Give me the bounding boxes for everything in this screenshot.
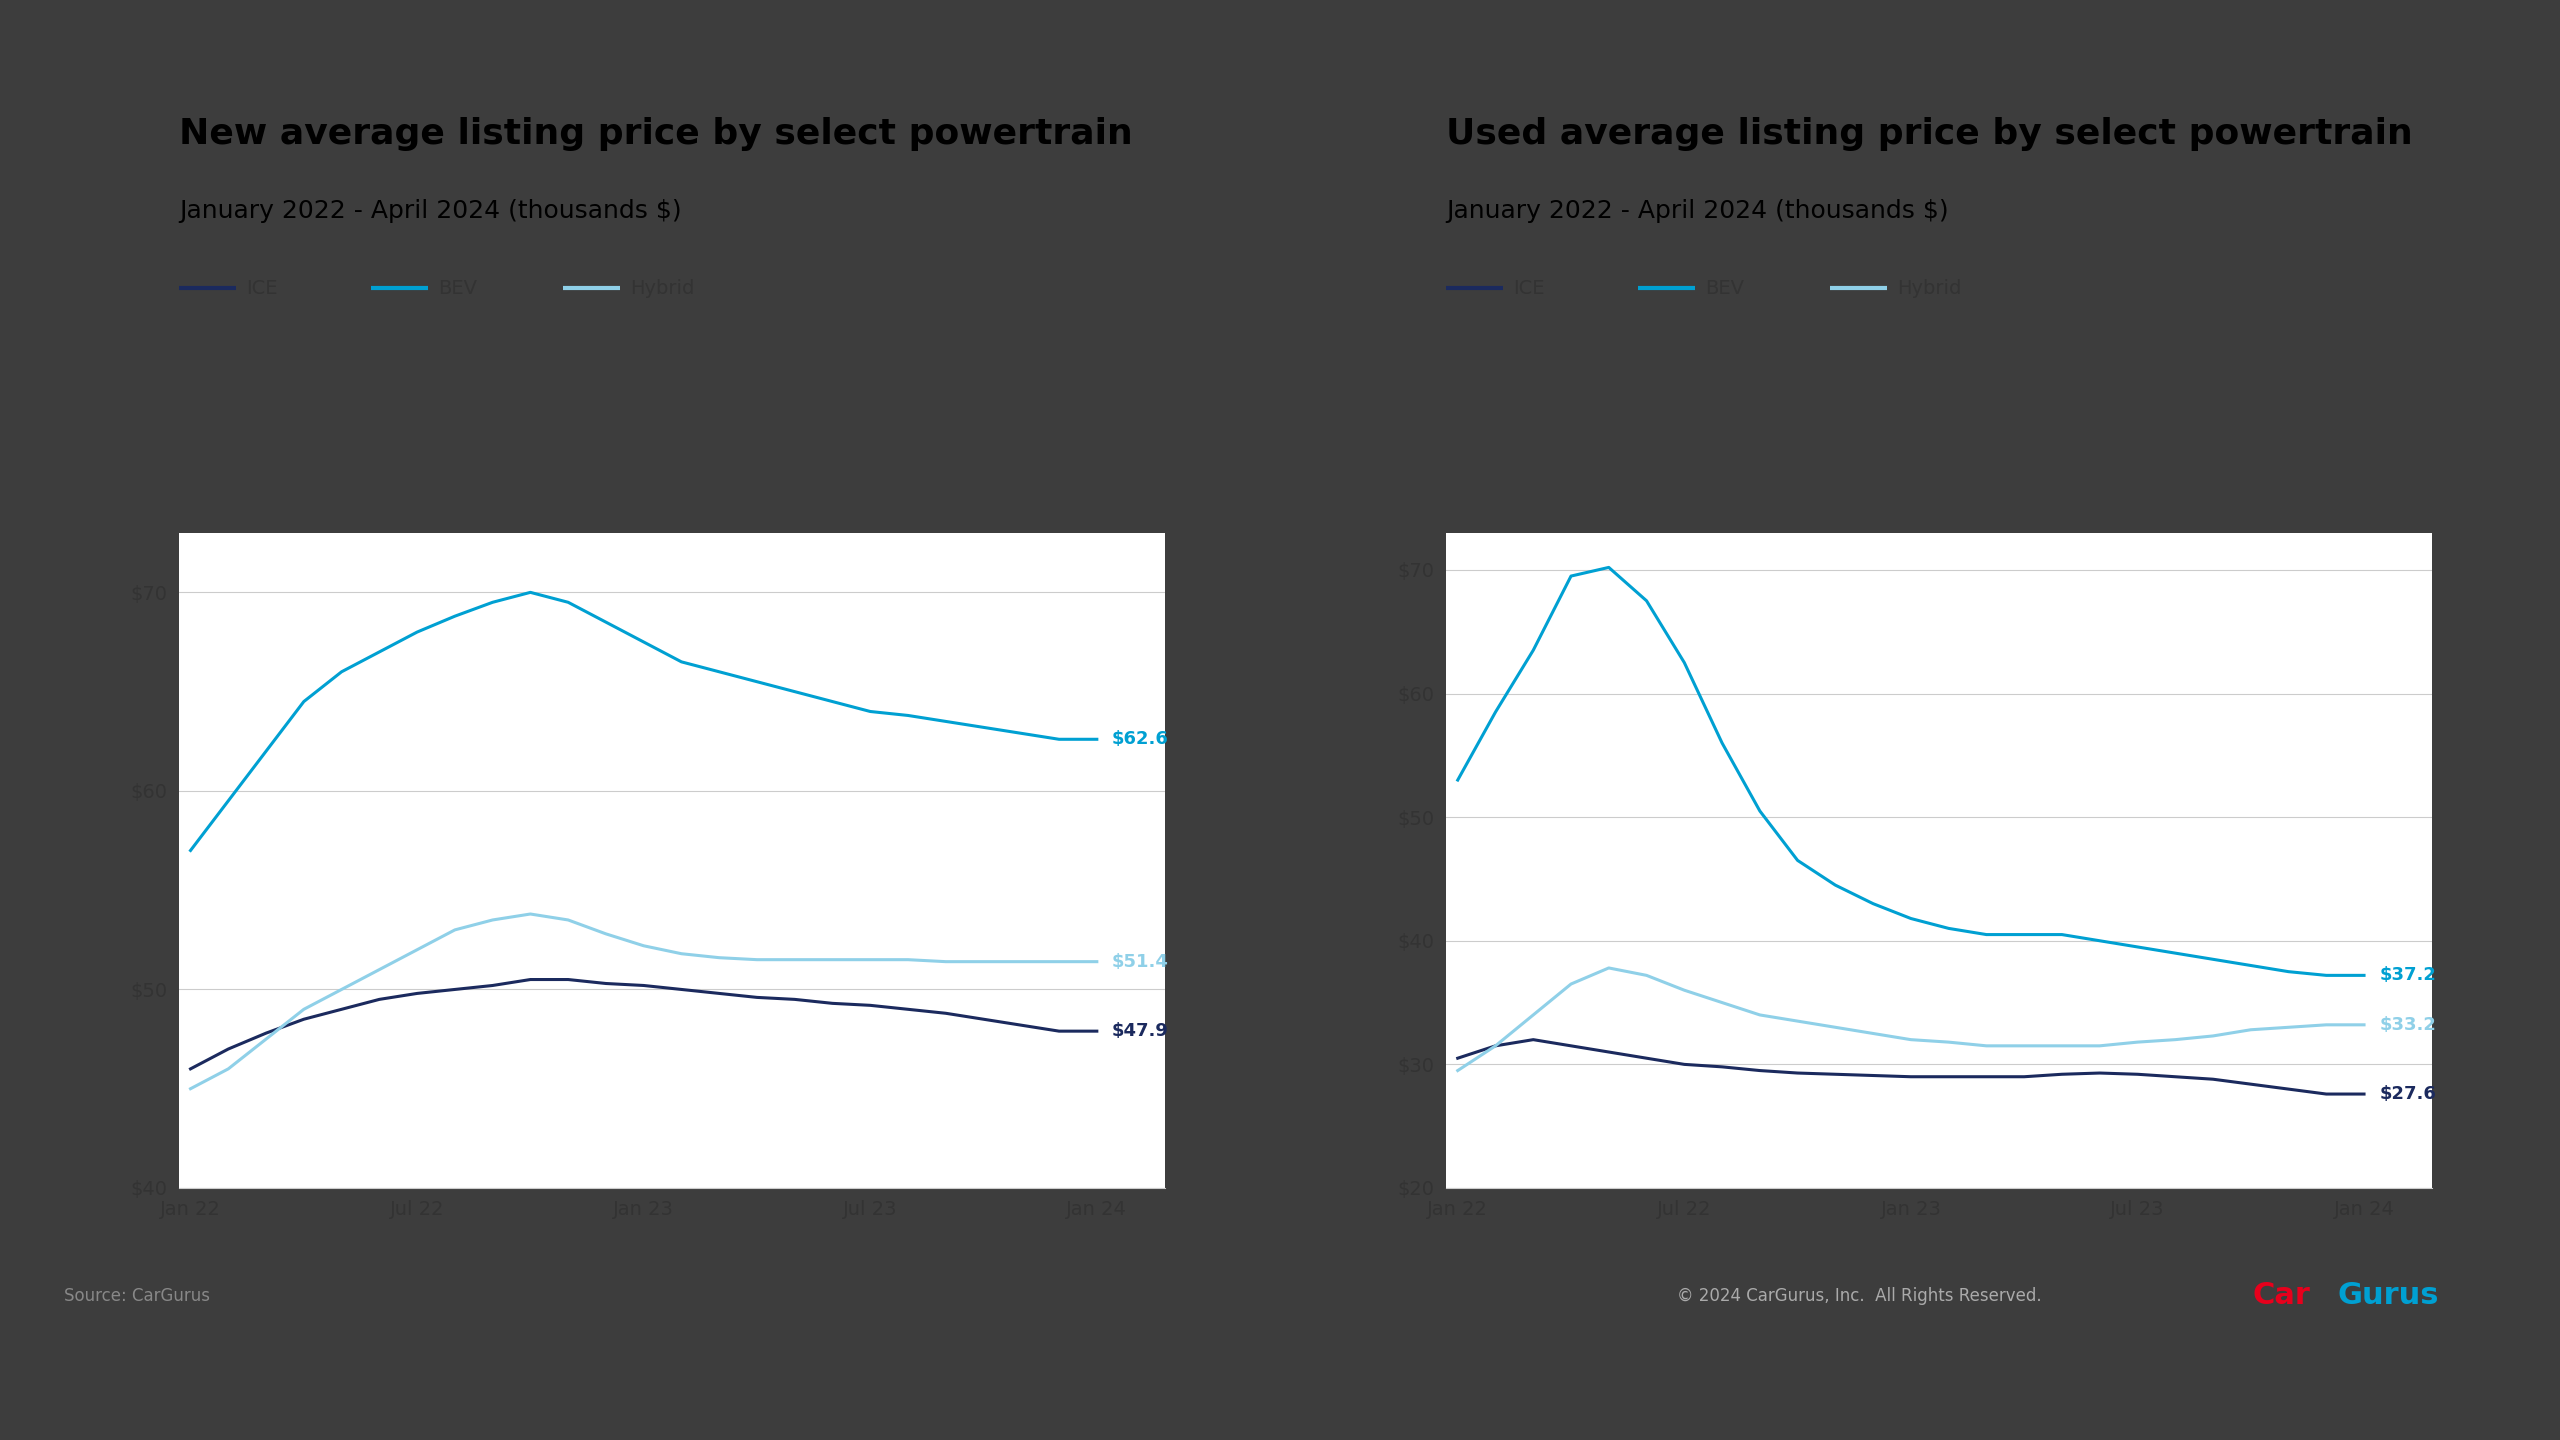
Text: Hybrid: Hybrid [1897, 278, 1961, 298]
Text: Source: CarGurus: Source: CarGurus [64, 1287, 210, 1305]
Text: BEV: BEV [438, 278, 476, 298]
Text: Gurus: Gurus [2337, 1282, 2440, 1310]
Text: © 2024 CarGurus, Inc.  All Rights Reserved.: © 2024 CarGurus, Inc. All Rights Reserve… [1677, 1287, 2040, 1305]
Text: Hybrid: Hybrid [630, 278, 694, 298]
Text: BEV: BEV [1705, 278, 1743, 298]
Text: $33.2: $33.2 [2378, 1015, 2437, 1034]
Text: January 2022 - April 2024 (thousands $): January 2022 - April 2024 (thousands $) [179, 199, 681, 223]
Text: Car: Car [2253, 1282, 2312, 1310]
Text: $37.2: $37.2 [2378, 966, 2437, 985]
Text: $51.4: $51.4 [1111, 953, 1170, 971]
Text: $62.6: $62.6 [1111, 730, 1170, 749]
Text: ICE: ICE [1513, 278, 1544, 298]
Text: New average listing price by select powertrain: New average listing price by select powe… [179, 117, 1134, 151]
Text: $27.6: $27.6 [2378, 1086, 2437, 1103]
Text: Used average listing price by select powertrain: Used average listing price by select pow… [1446, 117, 2414, 151]
Text: ICE: ICE [246, 278, 276, 298]
Text: $47.9: $47.9 [1111, 1022, 1170, 1040]
Text: January 2022 - April 2024 (thousands $): January 2022 - April 2024 (thousands $) [1446, 199, 1948, 223]
